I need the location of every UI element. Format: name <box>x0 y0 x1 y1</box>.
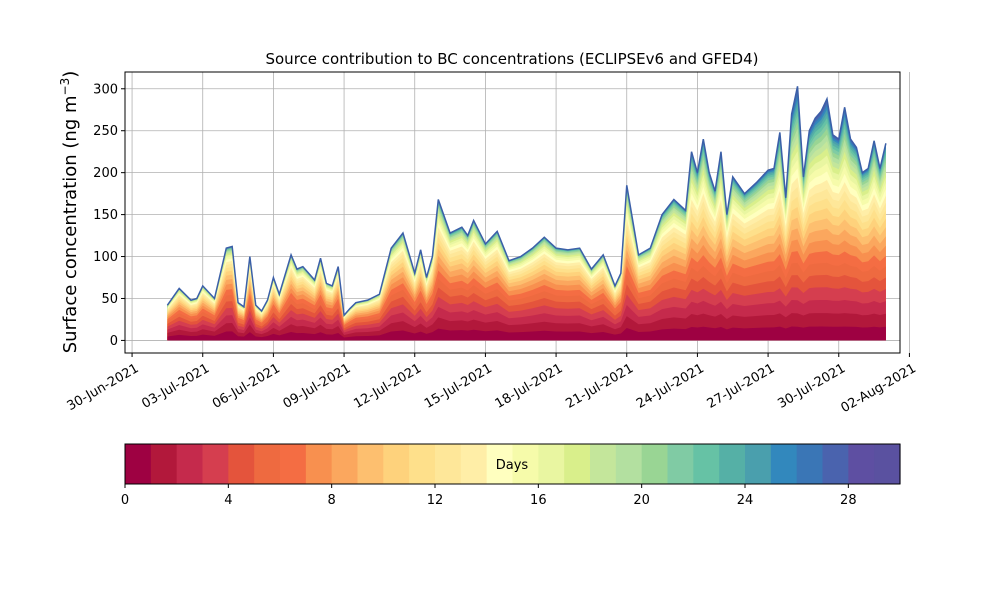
x-tick-label: 18-Jul-2021 <box>493 361 566 412</box>
colorbar-segment <box>383 444 410 484</box>
y-axis-label-main: Surface concentration (ng m <box>60 95 81 353</box>
colorbar-segment <box>280 444 307 484</box>
colorbar-segment <box>305 444 333 484</box>
colorbar-tick-label: 0 <box>121 493 129 508</box>
colorbar-frame <box>124 443 901 485</box>
colorbar-segment <box>512 444 539 484</box>
colorbar-segment <box>641 444 669 484</box>
y-axis-label: Surface concentration (ng m−3) <box>58 71 81 354</box>
colorbar-ticks: 0 4 8 12 16 20 24 28 <box>121 484 857 508</box>
colorbar-segment <box>796 444 824 484</box>
y-tick-label: 200 <box>93 166 118 181</box>
colorbar-segment <box>435 444 462 484</box>
x-tick-label: 21-Jul-2021 <box>563 361 636 412</box>
y-axis-label-close: ) <box>60 71 81 78</box>
x-tick-label: 30-Jul-2021 <box>775 361 848 412</box>
colorbar-tick-label: 28 <box>840 493 857 508</box>
colorbar-segment <box>409 444 436 484</box>
y-tick-label: 150 <box>93 208 118 223</box>
x-tick-label: 12-Jul-2021 <box>351 361 424 412</box>
x-tick-label: 09-Jul-2021 <box>281 361 354 412</box>
colorbar-segment <box>486 444 514 484</box>
x-tick-label: 02-Aug-2021 <box>838 361 918 416</box>
colorbar-tick-label: 24 <box>737 493 754 508</box>
colorbar-tick-label: 20 <box>633 493 650 508</box>
colorbar-segment <box>719 444 746 484</box>
colorbar-segment <box>176 444 204 484</box>
colorbar-segment <box>822 444 849 484</box>
plot-frame <box>124 71 901 354</box>
y-tick-label: 50 <box>101 292 118 307</box>
colorbar-segment <box>745 444 772 484</box>
colorbar-tick-label: 12 <box>427 493 444 508</box>
colorbar-segment <box>202 444 229 484</box>
y-axis-ticks: 0 50 100 150 200 250 300 <box>93 82 125 349</box>
total-concentration-line <box>166 86 887 318</box>
colorbar-segment <box>615 444 643 484</box>
colorbar-segment <box>254 444 281 484</box>
y-tick-label: 250 <box>93 124 118 139</box>
colorbar-segment <box>331 444 359 484</box>
x-tick-label: 27-Jul-2021 <box>705 361 778 412</box>
chart-title: Source contribution to BC concentrations… <box>265 50 758 68</box>
colorbar-tick-label: 8 <box>328 493 336 508</box>
colorbar-segment <box>538 444 565 484</box>
colorbar-segment <box>848 444 875 484</box>
colorbar-segment <box>150 444 178 484</box>
colorbar-label: Days <box>496 458 529 473</box>
y-tick-label: 0 <box>110 334 118 349</box>
x-tick-label: 03-Jul-2021 <box>139 361 212 412</box>
colorbar-segment <box>667 444 694 484</box>
age-band-area <box>167 326 886 341</box>
x-tick-label: 06-Jul-2021 <box>210 361 283 412</box>
y-tick-label: 300 <box>93 82 118 97</box>
colorbar-segment <box>125 444 152 484</box>
colorbar-tick-label: 4 <box>224 493 232 508</box>
x-tick-label: 30-Jun-2021 <box>65 361 142 414</box>
colorbar-tick-label: 16 <box>530 493 547 508</box>
colorbar <box>125 444 901 484</box>
colorbar-segment <box>874 444 901 484</box>
colorbar-segment <box>357 444 384 484</box>
colorbar-segment <box>460 444 488 484</box>
colorbar-segment <box>590 444 617 484</box>
x-tick-label: 15-Jul-2021 <box>422 361 495 412</box>
stacked-areas <box>167 86 886 341</box>
x-axis-ticks: 30-Jun-202103-Jul-202106-Jul-202109-Jul-… <box>65 353 919 416</box>
y-tick-label: 100 <box>93 250 118 265</box>
colorbar-segment <box>770 444 798 484</box>
x-tick-label: 24-Jul-2021 <box>634 361 707 412</box>
colorbar-segment <box>693 444 720 484</box>
y-axis-label-sup: −3 <box>58 78 72 96</box>
colorbar-segment <box>564 444 591 484</box>
colorbar-segment <box>228 444 255 484</box>
